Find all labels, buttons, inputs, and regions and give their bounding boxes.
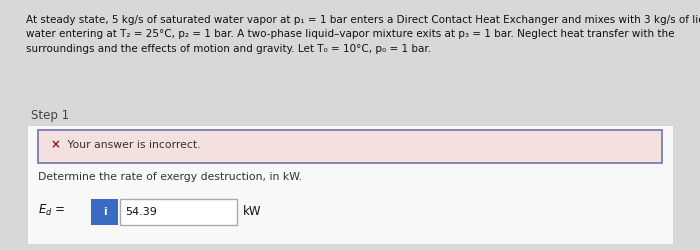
Text: At steady state, 5 kg/s of saturated water vapor at p₁ = 1 bar enters a Direct C: At steady state, 5 kg/s of saturated wat…	[26, 15, 700, 54]
FancyBboxPatch shape	[27, 125, 673, 244]
FancyBboxPatch shape	[91, 199, 118, 224]
Text: $\mathit{E}_d$ =: $\mathit{E}_d$ =	[38, 203, 65, 218]
Text: Determine the rate of exergy destruction, in kW.: Determine the rate of exergy destruction…	[38, 172, 302, 182]
Text: 54.39: 54.39	[125, 206, 157, 216]
Text: kW: kW	[242, 205, 261, 218]
Text: i: i	[103, 206, 106, 216]
FancyBboxPatch shape	[38, 130, 662, 163]
Text: ×: ×	[51, 138, 61, 151]
FancyBboxPatch shape	[120, 199, 237, 224]
Text: Your answer is incorrect.: Your answer is incorrect.	[64, 140, 201, 150]
Text: Step 1: Step 1	[31, 109, 69, 122]
